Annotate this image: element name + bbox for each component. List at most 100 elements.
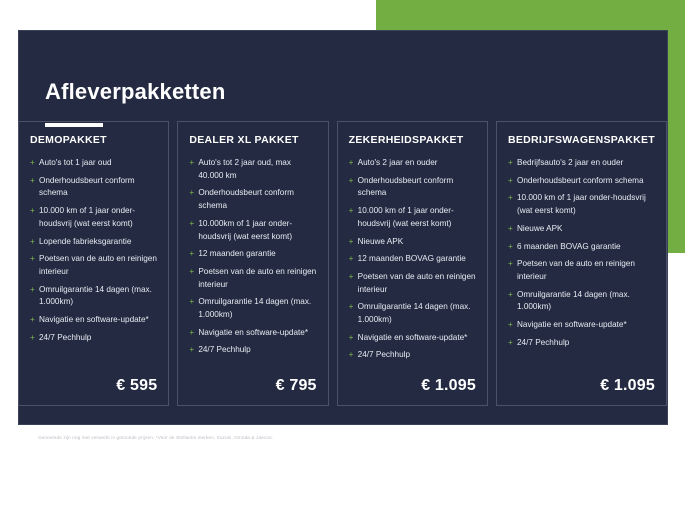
plus-bullet-icon: + [507, 241, 513, 251]
plus-bullet-icon: + [30, 175, 35, 185]
package-card[interactable]: BEDRIJFSWAGENSPAKKET + Bedrijfsauto's 2 ja… [495, 121, 667, 407]
plus-bullet-icon: + [30, 206, 35, 216]
plus-bullet-icon: + [348, 302, 354, 312]
package-feature-item: +10.000 km of 1 jaar onder-houdsvrij (wa… [508, 192, 655, 217]
plus-bullet-icon: + [30, 315, 35, 325]
package-feature-item: + Nieuwe APK [508, 223, 655, 236]
package-feature-item: + Lopende fabrieksgarantie [30, 236, 157, 249]
package-feature-item: + Omruilgarantie 14 dagen (max. 1.000km) [30, 284, 157, 309]
package-feature-item: + Auto's 2 jaar en ouder [349, 157, 476, 170]
plus-bullet-icon: + [30, 284, 35, 294]
plus-bullet-icon: + [189, 218, 195, 228]
package-feature-label: Auto's 2 jaar en ouder [357, 158, 438, 167]
package-feature-label: Nieuwe APK [357, 236, 404, 246]
package-feature-item: + Navigatie en software-update* [189, 327, 316, 340]
package-feature-label: Auto's tot 1 jaar oud [39, 158, 112, 167]
package-card[interactable]: DEALER XL PAKKET + Auto's tot 2 jaar oud, … [177, 121, 329, 407]
package-feature-label: Poetsen van de auto en reinigen interieu… [198, 266, 317, 289]
package-feature-item: + Omruilgarantie 14 dagen (max. 1.000km) [508, 289, 655, 314]
plus-bullet-icon: + [189, 345, 195, 355]
plus-bullet-icon: + [348, 254, 354, 264]
package-feature-label: 10.000 km of 1 jaar onder-houdsvrij (wat… [39, 206, 136, 228]
plus-bullet-icon: + [507, 289, 513, 299]
afleverpakketten-panel: Afleverpakketten [18, 30, 668, 425]
plus-bullet-icon: + [348, 175, 354, 185]
plus-bullet-icon: + [189, 266, 195, 276]
page-title: Afleverpakketten [45, 79, 226, 104]
plus-bullet-icon: + [348, 206, 354, 216]
package-feature-item: + Poetsen van de auto en reinigen interie… [349, 271, 476, 296]
package-card[interactable]: ZEKERHEIDSPAKKET + Auto's 2 jaar en ouder +… [336, 121, 488, 407]
package-feature-item: + Omruilgarantie 14 dagen (max. 1.000km) [189, 296, 316, 321]
package-card[interactable]: DEMOPAKKET + Auto's tot 1 jaar oud + Onderho… [18, 121, 170, 407]
package-feature-label: 10.000 km of 1 jaar onder-houdsvrij (wat… [357, 206, 454, 228]
package-feature-item: + Poetsen van de auto en reinigen interie… [189, 266, 316, 291]
package-feature-label: 24/7 Pechhulp [516, 337, 570, 347]
package-feature-label: Auto's tot 2 jaar oud, max 40.000 km [198, 158, 291, 180]
package-feature-item: + Onderhoudsbeurt conform schema [508, 175, 655, 188]
package-feature-label: Poetsen van de auto en reinigen interieu… [516, 259, 635, 281]
plus-bullet-icon: + [189, 327, 195, 337]
package-feature-label: Onderhoudsbeurt conform schema [357, 175, 454, 198]
package-card-title: DEMOPAKKET [30, 134, 107, 146]
package-feature-label: 12 maanden garantie [198, 249, 276, 259]
plus-bullet-icon: + [30, 254, 35, 264]
package-feature-label: Poetsen van de auto en reinigen interieu… [39, 254, 157, 276]
package-feature-item: +12 maanden BOVAG garantie [349, 253, 476, 266]
package-feature-item: + Onderhoudsbeurt conform schema [30, 175, 157, 200]
package-feature-item: + Onderhoudsbeurt conform schema [189, 187, 316, 212]
package-feature-item: +6 maanden BOVAG garantie [508, 241, 655, 254]
package-feature-label: Omruilgarantie 14 dagen (max. 1.000km) [198, 297, 312, 320]
package-feature-label: 6 maanden BOVAG garantie [516, 241, 621, 251]
plus-bullet-icon: + [189, 158, 195, 167]
package-price: € 1.095 [600, 377, 655, 395]
package-feature-label: Poetsen van de auto en reinigen interieu… [357, 271, 476, 294]
plus-bullet-icon: + [507, 223, 513, 233]
package-feature-item: + Navigatie en software-update* [508, 319, 655, 332]
plus-bullet-icon: + [189, 188, 195, 198]
package-feature-item: + Poetsen van de auto en reinigen interie… [508, 258, 655, 283]
plus-bullet-icon: + [348, 271, 354, 281]
plus-bullet-icon: + [189, 249, 195, 259]
package-feature-label: 10.000km of 1 jaar onder-houdsvrij (wat … [198, 218, 293, 241]
plus-bullet-icon: + [507, 193, 513, 203]
package-feature-label: Omruilgarantie 14 dagen (max. 1.000km) [39, 284, 152, 307]
package-feature-label: 24/7 Pechhulp [39, 332, 92, 342]
plus-bullet-icon: + [348, 350, 354, 360]
package-feature-item: +12 maanden garantie [189, 248, 316, 261]
package-price: € 1.095 [421, 377, 476, 395]
package-feature-item: + Poetsen van de auto en reinigen interie… [30, 253, 157, 278]
package-feature-label: Nieuwe APK [516, 223, 563, 233]
package-feature-item: + Navigatie en software-update* [30, 314, 157, 327]
plus-bullet-icon: + [30, 236, 35, 246]
package-feature-label: 24/7 Pechhulp [357, 350, 411, 360]
package-feature-item: +10.000 km of 1 jaar onder-houdsvrij (wa… [349, 205, 476, 230]
package-feature-item: +24/7 Pechhulp [189, 344, 316, 357]
package-feature-item: +24/7 Pechhulp [349, 349, 476, 362]
package-feature-label: Navigatie en software-update* [39, 315, 149, 325]
package-feature-item: + Auto's tot 1 jaar oud [30, 157, 157, 170]
plus-bullet-icon: + [507, 158, 513, 167]
package-feature-label: Navigatie en software-update* [357, 332, 468, 342]
package-feature-label: Navigatie en software-update* [516, 320, 627, 330]
package-feature-label: 24/7 Pechhulp [198, 345, 251, 355]
package-feature-item: +24/7 Pechhulp [30, 332, 157, 345]
package-feature-list: + Auto's tot 2 jaar oud, max 40.000 km + On… [189, 157, 316, 367]
package-feature-label: Navigatie en software-update* [198, 327, 309, 337]
package-card-title: BEDRIJFSWAGENSPAKKET [507, 134, 655, 146]
plus-bullet-icon: + [348, 236, 354, 246]
package-feature-label: 10.000 km of 1 jaar onder-houdsvrij (wat… [516, 193, 646, 216]
package-feature-item: + Bedrijfsauto's 2 jaar en ouder [508, 157, 655, 170]
package-feature-item: + Auto's tot 2 jaar oud, max 40.000 km [189, 157, 316, 182]
title-underline-rule [45, 123, 103, 127]
package-feature-label: Omruilgarantie 14 dagen (max. 1.000km) [357, 302, 471, 325]
package-feature-item: +10.000 km of 1 jaar onder-houdsvrij (wa… [30, 205, 157, 230]
package-cards-row: DEMOPAKKET + Auto's tot 1 jaar oud + Onderho… [18, 121, 667, 407]
package-price: € 795 [275, 377, 317, 395]
package-feature-label: 12 maanden BOVAG garantie [357, 254, 466, 264]
plus-bullet-icon: + [30, 158, 35, 167]
package-feature-label: Lopende fabrieksgarantie [39, 236, 132, 246]
package-feature-item: +10.000km of 1 jaar onder-houdsvrij (wat… [189, 218, 316, 243]
plus-bullet-icon: + [507, 337, 513, 347]
package-feature-item: +24/7 Pechhulp [508, 337, 655, 350]
